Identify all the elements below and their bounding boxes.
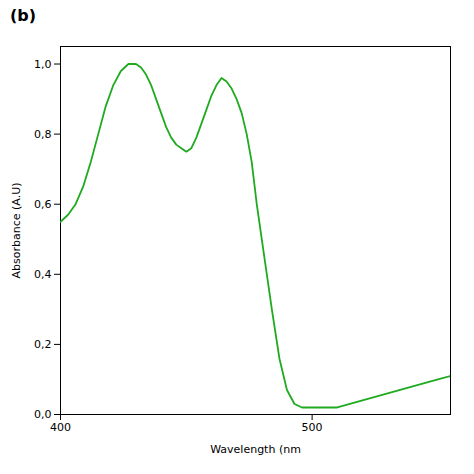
svg-text:0,4: 0,4	[34, 268, 52, 281]
svg-text:400: 400	[50, 421, 71, 434]
html-text:(b): (b)	[10, 6, 37, 25]
svg-text:0,8: 0,8	[34, 128, 52, 141]
svg-text:Absorbance (A.U): Absorbance (A.U)	[10, 183, 23, 279]
svg-text:0,0: 0,0	[34, 408, 52, 421]
svg-text:500: 500	[302, 421, 323, 434]
svg-text:0,6: 0,6	[34, 198, 52, 211]
svg-text:1,0: 1,0	[34, 58, 52, 71]
svg-text:0,2: 0,2	[34, 338, 52, 351]
svg-text:Wavelength (nm: Wavelength (nm	[210, 443, 301, 456]
